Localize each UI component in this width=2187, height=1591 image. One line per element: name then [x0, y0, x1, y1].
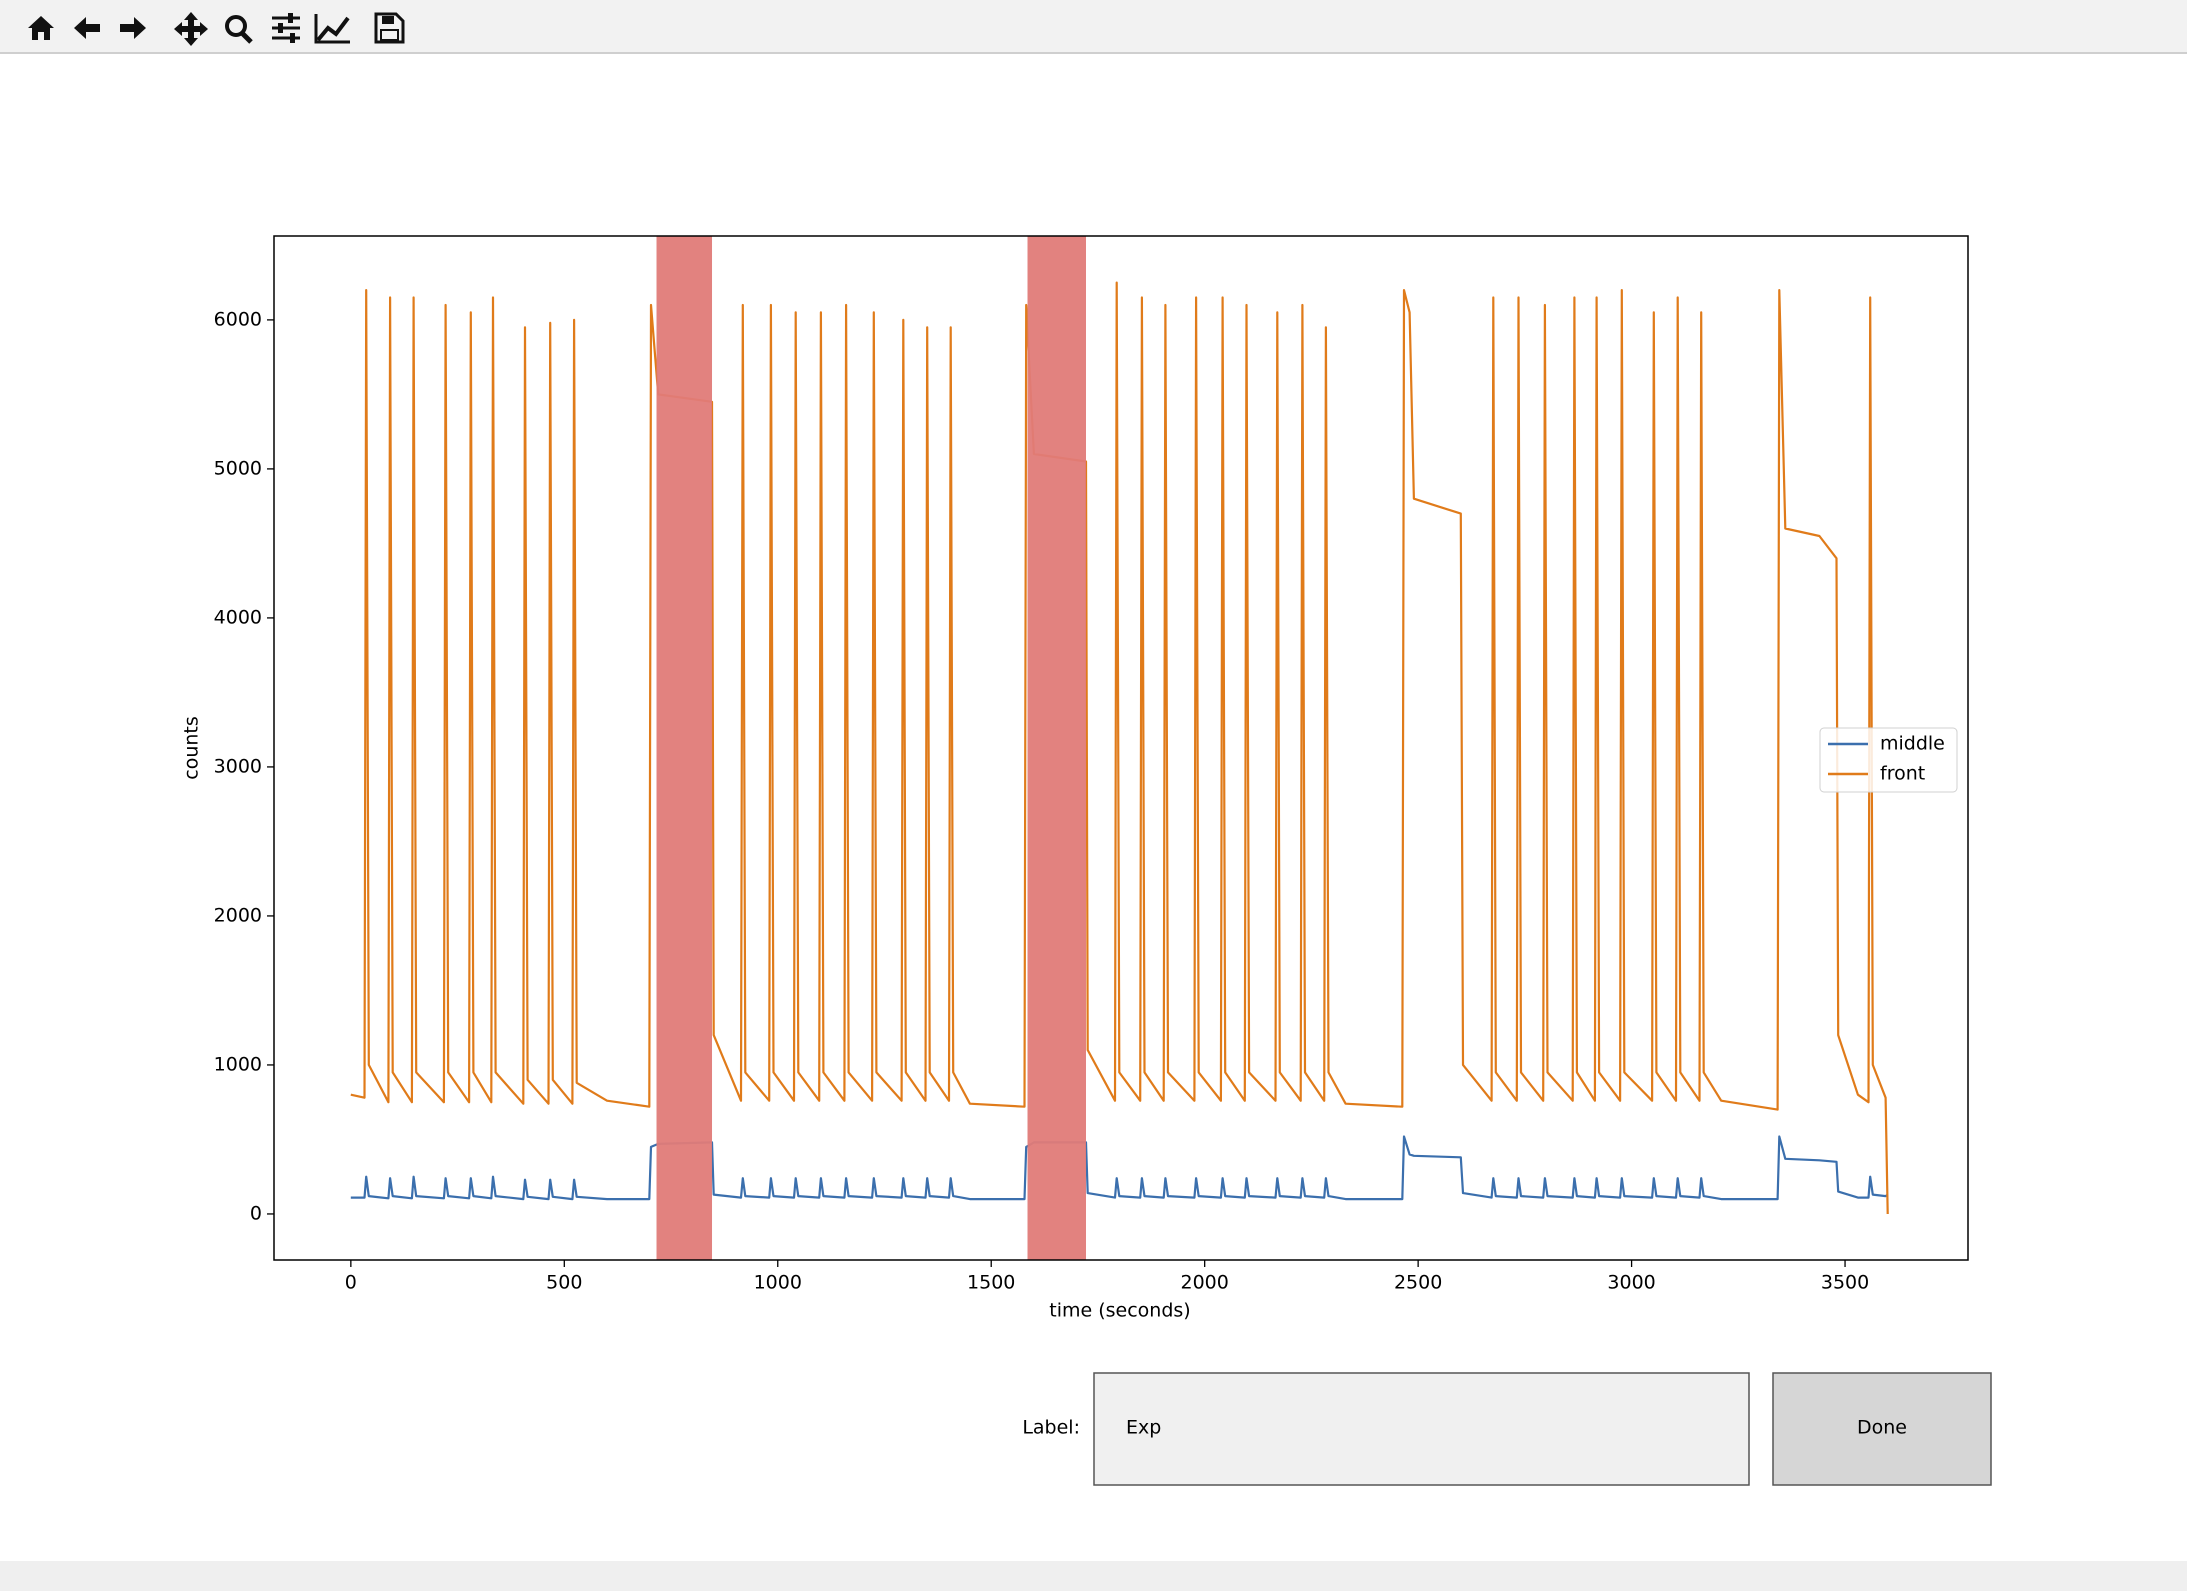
- y-tick-label: 2000: [214, 904, 262, 926]
- x-tick-label: 3000: [1607, 1272, 1655, 1294]
- home-button[interactable]: [28, 16, 54, 40]
- x-tick-label: 2000: [1180, 1272, 1228, 1294]
- textbox-value[interactable]: Exp: [1126, 1417, 1161, 1439]
- y-tick-label: 0: [250, 1202, 262, 1224]
- x-tick-label: 1000: [754, 1272, 802, 1294]
- toolbar: [0, 0, 2187, 53]
- configure-button[interactable]: [272, 13, 300, 43]
- x-tick-label: 3500: [1821, 1272, 1869, 1294]
- forward-button[interactable]: [120, 17, 146, 39]
- label-textbox[interactable]: [1093, 1372, 1750, 1486]
- highlight-span: [656, 236, 713, 1260]
- done-button-label[interactable]: Done: [1857, 1417, 1907, 1439]
- x-tick-label: 1500: [967, 1272, 1015, 1294]
- line-series: [350, 1135, 1889, 1201]
- save-button[interactable]: [374, 12, 405, 44]
- back-button[interactable]: [74, 17, 100, 39]
- y-tick-label: 1000: [214, 1053, 262, 1075]
- y-tick-label: 6000: [214, 308, 262, 330]
- axes-frame: [273, 235, 1969, 1261]
- legend-label: middle: [1880, 733, 1945, 755]
- textbox-label: Label:: [1022, 1417, 1080, 1439]
- x-tick-label: 2500: [1394, 1272, 1442, 1294]
- highlight-span: [1027, 236, 1086, 1260]
- y-tick-label: 3000: [214, 755, 262, 777]
- x-tick-label: 500: [546, 1272, 582, 1294]
- plot: [350, 236, 1889, 1260]
- x-tick-label: 0: [345, 1272, 357, 1294]
- status-bar: [0, 1561, 2187, 1591]
- pan-button[interactable]: [174, 12, 208, 46]
- plot-area: [274, 236, 1968, 1260]
- y-axis-label: counts: [181, 716, 203, 780]
- zoom-button[interactable]: [225, 15, 253, 44]
- x-axis-label: time (seconds): [1049, 1300, 1190, 1322]
- done-button[interactable]: [1772, 1372, 1992, 1486]
- y-tick-label: 4000: [214, 606, 262, 628]
- legend-label: front: [1880, 763, 1925, 785]
- y-tick-label: 5000: [214, 457, 262, 479]
- edit-axis-button[interactable]: [314, 14, 350, 44]
- line-series: [350, 281, 1889, 1215]
